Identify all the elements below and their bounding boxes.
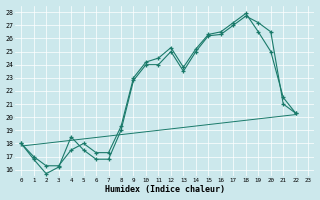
X-axis label: Humidex (Indice chaleur): Humidex (Indice chaleur) bbox=[105, 185, 225, 194]
